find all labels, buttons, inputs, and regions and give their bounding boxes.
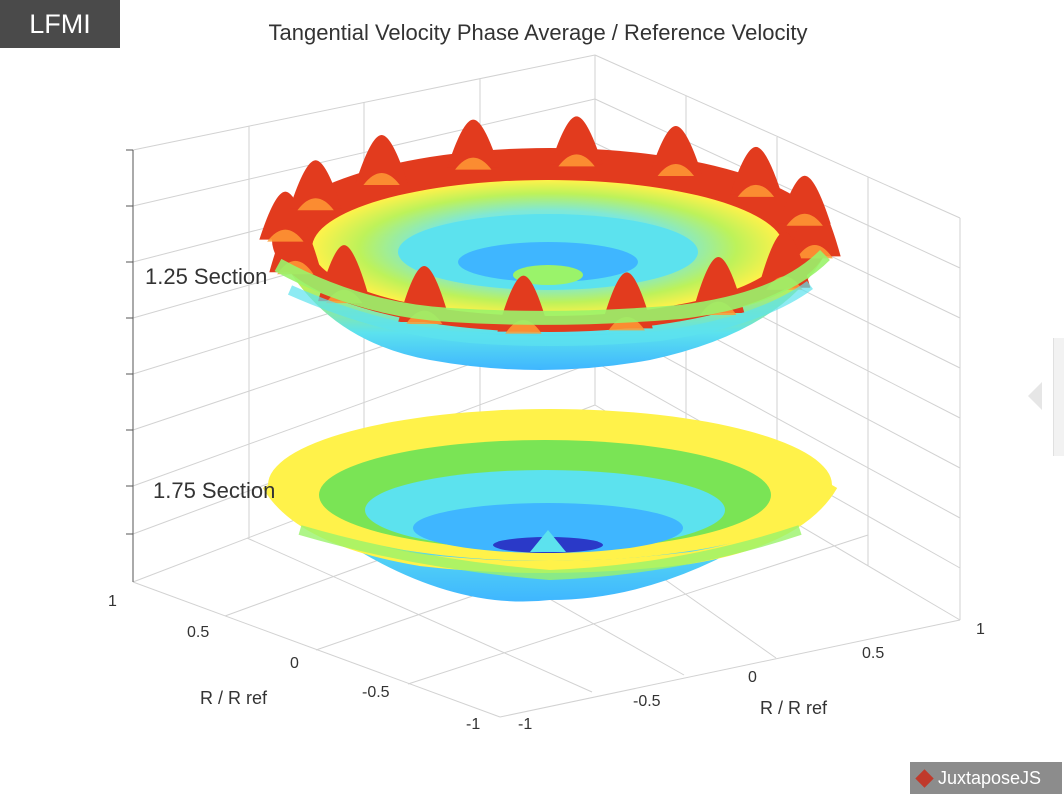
rim-peak-shade [363,172,400,185]
slider-handle[interactable] [1053,338,1064,456]
rim-peak-shade [657,163,695,176]
surface-1-75-section [262,409,838,602]
x-tick-labels: 1 0.5 0 -0.5 -1 [108,593,480,733]
rim-peak-shade [267,229,304,242]
y-tick-label: -1 [518,716,532,733]
y-tick-labels: -1 -0.5 0 0.5 1 [518,621,985,733]
rim-peak-shade [455,157,492,170]
juxtapose-credit[interactable]: JuxtaposeJS [910,762,1062,794]
lfmi-badge: LFMI [0,0,120,48]
rim-peak-shade [558,154,595,167]
chart-title: Tangential Velocity Phase Average / Refe… [269,20,808,45]
y-axis-label: R / R ref [760,698,828,718]
rim-peak [778,175,831,224]
rim-peak-shade [737,184,775,197]
y-tick-label: 1 [976,621,985,638]
rim-peak-shade [297,198,334,211]
x-tick-label: 0.5 [187,624,209,641]
rim-peak [269,216,322,273]
rim-peak [729,146,782,195]
rim-peak [550,116,603,165]
x-tick-label: -1 [466,716,480,733]
x-axis-label: R / R ref [200,688,268,708]
left-arrow-icon[interactable] [1028,382,1042,410]
z-axis-ticks [126,149,134,582]
juxtapose-label: JuxtaposeJS [938,767,1042,788]
surface-1-25-section [259,116,841,370]
rim-peak [289,160,342,209]
rim-peak [788,200,841,257]
rim-peak [355,134,408,183]
x-tick-label: 0 [290,655,299,672]
rim-peak [649,125,702,174]
x-tick-label: 1 [108,593,117,610]
rim-peak [447,119,500,168]
y-tick-label: 0 [748,669,757,686]
series-label-1-25-section: 1.25 Section [145,264,267,289]
x-tick-label: -0.5 [362,684,390,701]
y-tick-label: 0.5 [862,645,884,662]
rim-peak-shade [786,213,823,226]
diamond-icon [915,768,934,788]
series-label-1-75-section: 1.75 Section [153,478,275,503]
y-tick-label: -0.5 [633,693,661,710]
rim-peak [259,191,312,240]
